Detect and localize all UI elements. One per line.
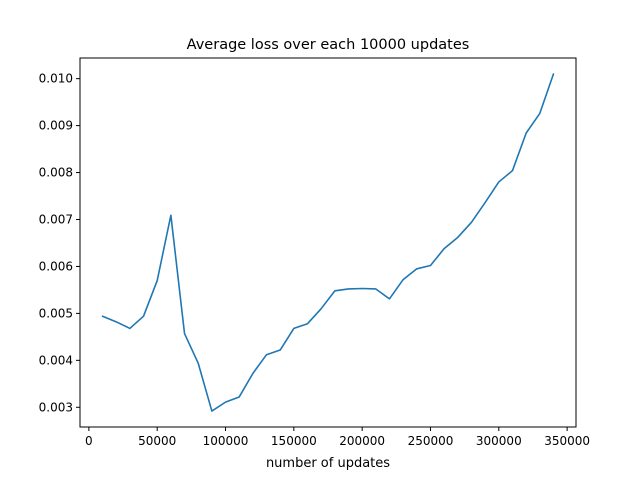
plot-area-frame bbox=[79, 57, 577, 428]
y-tick-label: 0.005 bbox=[39, 306, 73, 320]
x-tick-label: 200000 bbox=[339, 434, 385, 448]
chart-title: Average loss over each 10000 updates bbox=[187, 37, 470, 53]
y-axis: 0.003 0.004 0.005 0.006 0.007 0.008 0.009 0.010 bbox=[39, 72, 80, 414]
y-tick-label: 0.004 bbox=[39, 353, 73, 367]
loss-series-line bbox=[101, 73, 555, 412]
x-axis-label: number of updates bbox=[266, 456, 390, 471]
y-tick-label: 0.010 bbox=[39, 72, 73, 86]
x-tick-label: 50000 bbox=[138, 434, 176, 448]
y-tick-label: 0.006 bbox=[39, 259, 73, 273]
x-tick-label: 0 bbox=[85, 434, 93, 448]
x-tick-label: 250000 bbox=[408, 434, 454, 448]
x-tick-label: 150000 bbox=[271, 434, 317, 448]
x-axis: 0 50000 100000 150000 200000 250000 300000 3500… bbox=[85, 427, 590, 448]
y-tick-label: 0.007 bbox=[39, 212, 73, 226]
x-tick-label: 350000 bbox=[544, 434, 590, 448]
series-layer bbox=[101, 73, 555, 412]
y-tick-label: 0.009 bbox=[39, 119, 73, 133]
x-tick-label: 100000 bbox=[203, 434, 249, 448]
y-tick-label: 0.008 bbox=[39, 166, 73, 180]
x-tick-label: 300000 bbox=[476, 434, 522, 448]
y-tick-label: 0.003 bbox=[39, 400, 73, 414]
